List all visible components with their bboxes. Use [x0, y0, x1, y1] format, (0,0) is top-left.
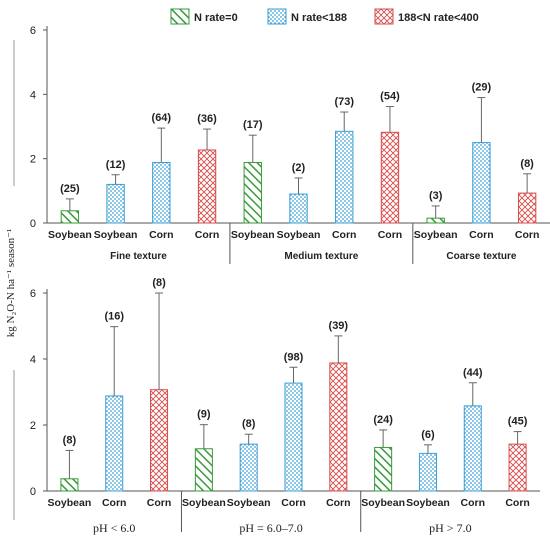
sample-size-label: (45)	[508, 416, 528, 428]
y-tick-label: 6	[30, 288, 36, 300]
sample-size-label: (24)	[373, 414, 393, 426]
x-tick-label: Soybean	[414, 229, 458, 241]
bar-soybean-n-rate-0	[426, 217, 445, 224]
x-tick-label: Corn	[378, 229, 403, 241]
x-tick-label: Corn	[149, 229, 174, 241]
group-label: pH > 7.0	[429, 521, 471, 535]
bar-soybean-n-rate-188	[106, 183, 125, 224]
x-tick-label: Corn	[505, 497, 530, 509]
bar-corn-n-rate-188	[105, 395, 124, 492]
group-label: Medium texture	[284, 251, 358, 262]
bar-soybean-n-rate-0	[60, 478, 79, 492]
x-tick-label: Corn	[102, 497, 127, 509]
bar-corn-n-rate-188	[152, 162, 171, 224]
bar-soybean-n-rate-188	[418, 452, 437, 492]
legend-label-n-rate-0: N rate=0	[194, 12, 238, 24]
sample-size-label: (36)	[197, 113, 217, 125]
panel-ph: 0 2 4 6 (8) Soybean (16) Corn (8) Corn (9) Soybean (…	[30, 277, 540, 535]
x-tick-label: Soybean	[231, 229, 275, 241]
legend-label-n-rate-lt-188: N rate<188	[291, 12, 347, 24]
bar-soybean-n-rate-0	[194, 448, 213, 492]
x-tick-label: Corn	[281, 497, 306, 509]
x-tick-label: Corn	[332, 229, 357, 241]
x-tick-label: Soybean	[48, 229, 92, 241]
y-tick-label: 6	[30, 25, 36, 37]
bar-corn-188-n-rate-400	[380, 131, 400, 224]
bar-corn-188-n-rate-400	[197, 149, 217, 224]
x-tick-label: Corn	[515, 229, 540, 241]
x-tick-label: Corn	[195, 229, 220, 241]
sample-size-label: (54)	[380, 91, 400, 103]
bar-soybean-n-rate-188	[239, 443, 258, 492]
sample-size-label: (12)	[106, 159, 126, 171]
y-tick-label: 4	[30, 354, 36, 366]
legend: N rate=0 N rate<188 188<N rate<400	[170, 8, 479, 25]
sample-size-label: (98)	[284, 351, 304, 363]
bar-soybean-n-rate-188	[289, 193, 308, 224]
sample-size-label: (16)	[104, 311, 124, 323]
y-axis-label: kg N₂O-N ha⁻¹ season⁻¹	[5, 229, 17, 338]
sample-size-label: (44)	[463, 367, 483, 379]
legend-swatch-n-rate-0	[170, 8, 190, 25]
x-tick-label: Soybean	[94, 229, 138, 241]
group-label: pH < 6.0	[93, 521, 135, 535]
bar-soybean-n-rate-0	[60, 210, 80, 224]
sample-size-label: (8)	[520, 158, 534, 170]
y-tick-label: 4	[30, 89, 36, 101]
sample-size-label: (39)	[329, 320, 349, 332]
x-tick-label: Corn	[147, 497, 172, 509]
x-tick-label: Soybean	[227, 497, 271, 509]
x-tick-label: Soybean	[48, 497, 92, 509]
y-tick-label: 2	[30, 154, 36, 166]
x-tick-label: Corn	[469, 229, 494, 241]
bar-soybean-n-rate-0	[374, 446, 393, 492]
bar-corn-n-rate-188	[472, 142, 491, 224]
legend-swatch-n-rate-lt-188	[267, 8, 287, 25]
bar-corn-188-n-rate-400	[517, 192, 537, 224]
bar-corn-188-n-rate-400	[508, 443, 527, 492]
x-tick-label: Corn	[461, 497, 486, 509]
group-label: pH = 6.0–7.0	[239, 521, 302, 535]
sample-size-label: (9)	[197, 409, 211, 421]
sample-size-label: (6)	[421, 429, 435, 441]
bar-corn-n-rate-188	[284, 382, 303, 492]
y-tick-label: 0	[30, 218, 36, 230]
bar-soybean-n-rate-0	[243, 162, 262, 224]
x-tick-label: Corn	[326, 497, 351, 509]
group-label: Coarse texture	[446, 251, 516, 262]
y-tick-label: 2	[30, 420, 36, 432]
x-tick-label: Soybean	[277, 229, 321, 241]
legend-swatch-n-rate-188-400	[374, 8, 394, 25]
sample-size-label: (8)	[242, 418, 256, 430]
sample-size-label: (25)	[60, 183, 80, 195]
bar-corn-n-rate-188	[335, 130, 354, 224]
group-label: Fine texture	[110, 251, 167, 262]
x-tick-label: Soybean	[406, 497, 450, 509]
sample-size-label: (3)	[429, 190, 443, 202]
sample-size-label: (64)	[152, 112, 172, 124]
sample-size-label: (29)	[472, 82, 492, 94]
sample-size-label: (8)	[63, 434, 77, 446]
y-tick-label: 0	[30, 486, 36, 498]
sample-size-label: (73)	[334, 96, 354, 108]
bar-corn-188-n-rate-400	[150, 389, 169, 492]
x-tick-label: Soybean	[182, 497, 226, 509]
bar-corn-188-n-rate-400	[329, 362, 348, 492]
panel-texture: 0 2 4 6 (25) Soybean (12) Soybean (64) Corn (36) Co…	[30, 25, 550, 264]
sample-size-label: (2)	[292, 162, 306, 174]
sample-size-label: (17)	[243, 119, 263, 131]
bar-corn-n-rate-188	[463, 405, 482, 492]
sample-size-label: (8)	[152, 277, 166, 289]
legend-label-n-rate-188-400: 188<N rate<400	[398, 12, 479, 24]
x-tick-label: Soybean	[361, 497, 405, 509]
